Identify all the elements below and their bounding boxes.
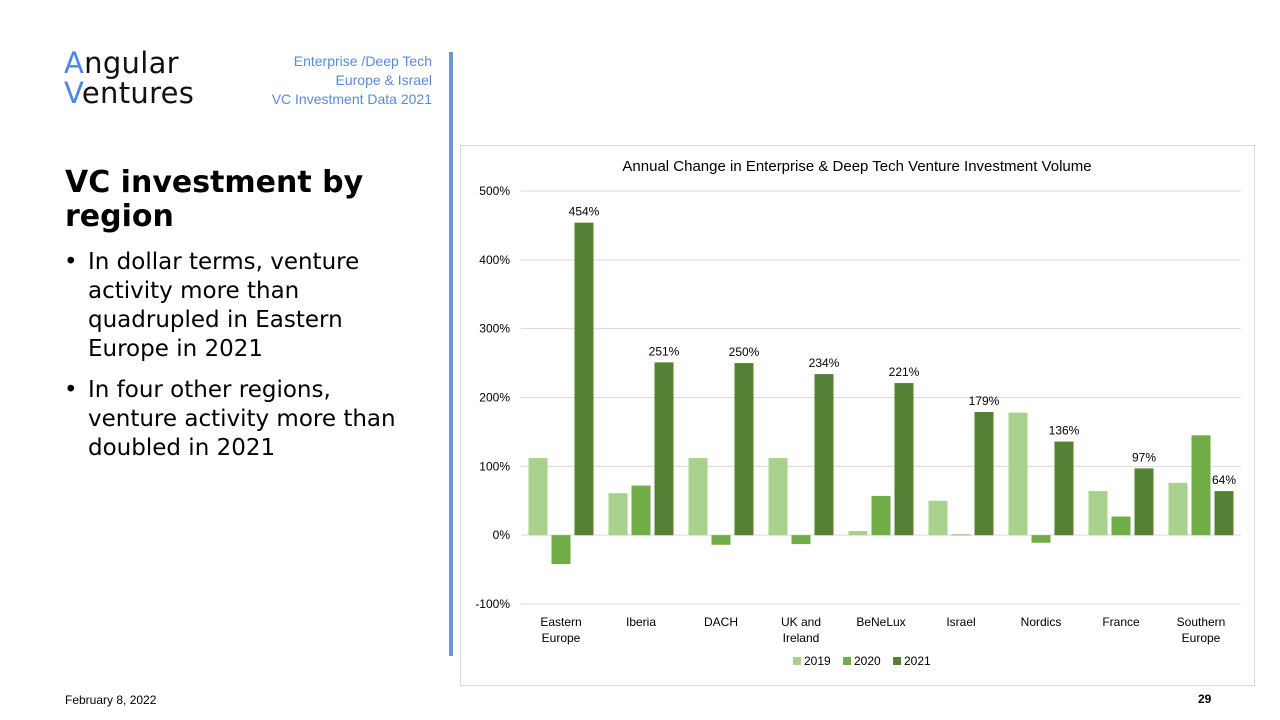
- y-tick-label: 500%: [479, 184, 510, 198]
- bullet-text: In four other regions, venture activity …: [88, 377, 396, 461]
- bullet-icon: •: [64, 249, 78, 275]
- chart-title: Annual Change in Enterprise & Deep Tech …: [622, 158, 1091, 175]
- data-label: 234%: [809, 356, 840, 370]
- x-tick-label: Eastern: [540, 615, 581, 629]
- bar-2021: [654, 362, 674, 536]
- bar-2021: [574, 222, 594, 536]
- bar-2019: [608, 493, 628, 536]
- header-meta-line: VC Investment Data 2021: [271, 91, 432, 107]
- x-tick-label: BeNeLux: [856, 615, 905, 629]
- x-tick-label: Ireland: [783, 631, 820, 645]
- bullet-icon: •: [64, 377, 78, 403]
- y-tick-label: -100%: [475, 597, 510, 611]
- legend-swatch-2019: [793, 657, 801, 665]
- bar-chart: Annual Change in Enterprise & Deep Tech …: [475, 158, 1241, 668]
- legend-swatch-2021: [893, 657, 901, 665]
- x-tick-label: Israel: [946, 615, 975, 629]
- bar-2019: [1088, 491, 1108, 536]
- footer-date: February 8, 2022: [65, 693, 157, 707]
- bar-2020: [951, 534, 971, 536]
- header-meta: Enterprise /Deep Tech Europe & Israel VC…: [272, 52, 432, 109]
- bar-2020: [631, 485, 651, 536]
- data-label: 250%: [729, 345, 760, 359]
- bar-2021: [974, 411, 994, 536]
- bullet-text: In dollar terms, venture activity more t…: [88, 249, 360, 362]
- bar-2021: [1214, 491, 1234, 536]
- x-tick-label: Iberia: [626, 615, 656, 629]
- x-tick-label: Southern: [1177, 615, 1226, 629]
- bar-2019: [1008, 412, 1028, 536]
- vertical-divider: [449, 52, 453, 656]
- data-label: 454%: [569, 205, 600, 219]
- x-tick-label: Europe: [542, 631, 581, 645]
- bar-2020: [1191, 435, 1211, 536]
- bar-2021: [1134, 468, 1154, 536]
- y-tick-label: 300%: [479, 322, 510, 336]
- legend-label: 2020: [854, 654, 881, 668]
- chart-container: Annual Change in Enterprise & Deep Tech …: [460, 145, 1255, 686]
- data-label: 64%: [1212, 473, 1236, 487]
- logo-text-1: ngular: [84, 46, 179, 80]
- data-label: 136%: [1049, 424, 1080, 438]
- bar-2020: [871, 495, 891, 536]
- bar-2019: [768, 458, 788, 536]
- data-label: 221%: [889, 365, 920, 379]
- bar-2019: [1168, 482, 1188, 536]
- logo-accent-a: A: [64, 46, 85, 80]
- data-label: 97%: [1132, 450, 1156, 464]
- bar-2019: [848, 531, 868, 536]
- legend-swatch-2020: [843, 657, 851, 665]
- x-tick-label: Nordics: [1021, 615, 1062, 629]
- y-tick-label: 200%: [479, 391, 510, 405]
- bar-2021: [894, 383, 914, 536]
- legend-label: 2021: [904, 654, 931, 668]
- x-tick-label: UK and: [781, 615, 821, 629]
- logo-text-2: entures: [81, 76, 195, 110]
- slide-title: VC investment by region: [65, 165, 364, 234]
- data-label: 251%: [649, 344, 680, 358]
- bullet-item: • In four other regions, venture activity…: [62, 376, 422, 463]
- angular-ventures-logo: Angular Ventures: [64, 48, 194, 108]
- bar-2021: [734, 363, 754, 536]
- x-tick-label: DACH: [704, 615, 738, 629]
- page-number: 29: [1198, 692, 1212, 706]
- x-tick-label: France: [1102, 615, 1140, 629]
- bar-2020: [1111, 516, 1131, 536]
- bar-2019: [928, 500, 948, 536]
- bar-2021: [814, 374, 834, 536]
- bar-2020: [551, 535, 571, 565]
- data-label: 179%: [969, 394, 1000, 408]
- y-tick-label: 0%: [493, 528, 511, 542]
- header-meta-line: Enterprise /Deep Tech: [293, 53, 432, 69]
- legend-label: 2019: [804, 654, 831, 668]
- y-tick-label: 100%: [479, 459, 510, 473]
- bar-2020: [791, 535, 811, 545]
- bar-2020: [1031, 535, 1051, 543]
- x-tick-label: Europe: [1182, 631, 1221, 645]
- bar-2019: [688, 458, 708, 536]
- bullet-item: • In dollar terms, venture activity more …: [62, 248, 422, 364]
- y-tick-label: 400%: [479, 253, 510, 267]
- bar-2021: [1054, 441, 1074, 536]
- bar-2019: [528, 458, 548, 536]
- logo-accent-v: V: [64, 76, 82, 110]
- bar-2020: [711, 535, 731, 545]
- header-meta-line: Europe & Israel: [335, 72, 433, 88]
- bullet-list: • In dollar terms, venture activity more …: [62, 248, 422, 475]
